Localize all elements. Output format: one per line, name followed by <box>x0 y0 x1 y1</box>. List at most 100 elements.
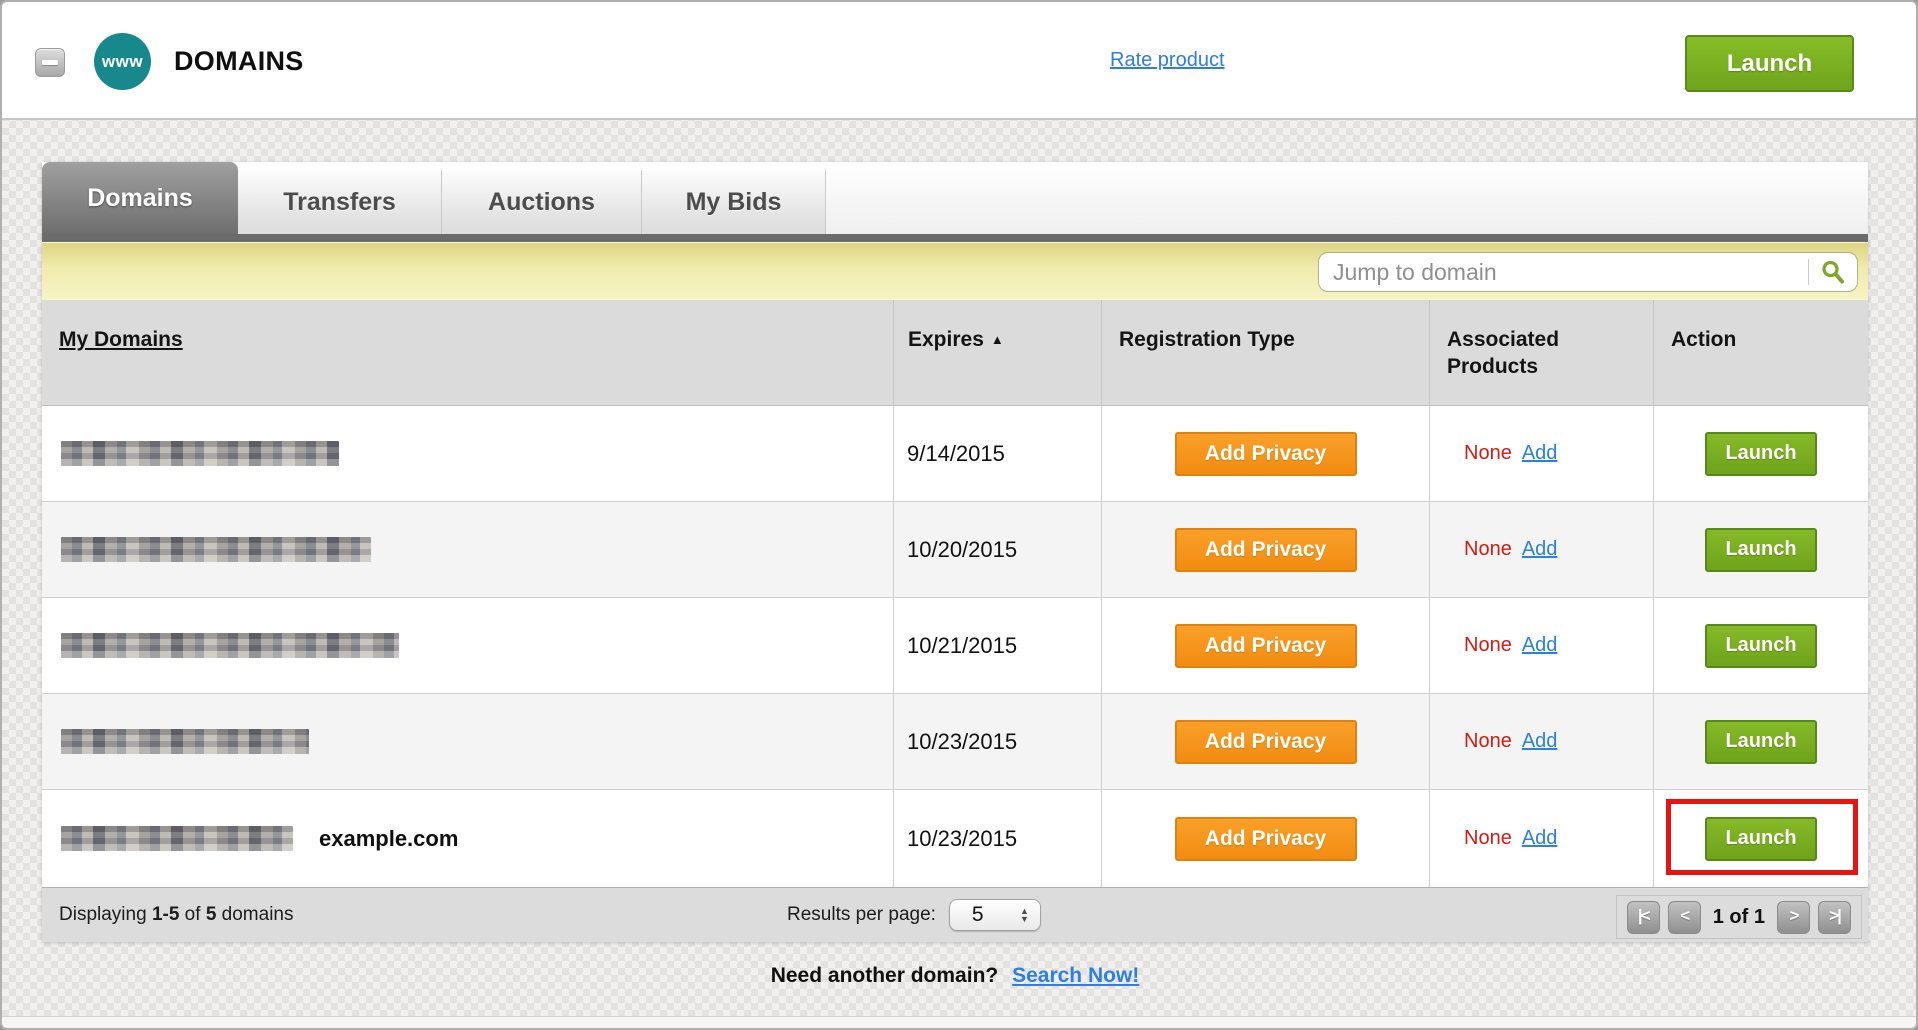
search-icon[interactable] <box>1820 259 1846 285</box>
window-bottom-edge <box>2 1016 1916 1028</box>
domains-product-icon: www <box>94 33 151 90</box>
range-count: 1-5 <box>151 904 180 925</box>
registration-cell: Add Privacy <box>1101 694 1429 789</box>
associated-cell: None Add <box>1429 406 1653 501</box>
associated-cell: None Add <box>1429 694 1653 789</box>
minus-icon <box>42 60 58 65</box>
redacted-domain-name <box>61 441 339 466</box>
action-cell: Launch <box>1653 598 1868 693</box>
results-per-page-select[interactable]: 5 ▲ ▼ <box>948 899 1041 931</box>
tab-transfers[interactable]: Transfers <box>238 170 442 234</box>
table-row: 10/23/2015 Add Privacy None Add Launch <box>42 694 1868 790</box>
table-body: 9/14/2015 Add Privacy None Add Launch 10… <box>42 406 1868 887</box>
associated-none-label: None <box>1464 538 1512 560</box>
column-expires[interactable]: Expires ▲ <box>893 300 1101 405</box>
previous-page-button[interactable]: < <box>1667 900 1701 934</box>
tab-bar-divider <box>42 234 1868 242</box>
registration-cell: Add Privacy <box>1101 406 1429 501</box>
redacted-domain-name <box>61 633 399 658</box>
domain-cell: example.com <box>42 790 893 887</box>
jump-to-domain-box <box>1318 252 1858 292</box>
first-page-button[interactable]: |< <box>1626 900 1660 934</box>
brand-www-text: www <box>101 51 144 71</box>
add-privacy-button[interactable]: Add Privacy <box>1174 816 1357 861</box>
associated-cell: None Add <box>1429 598 1653 693</box>
expires-cell: 10/23/2015 <box>893 790 1101 887</box>
associated-add-link[interactable]: Add <box>1521 730 1558 752</box>
column-associated-products: Associated Products <box>1429 300 1653 405</box>
need-domain-prompt: Need another domain? <box>770 964 999 987</box>
pagination: |< < 1 of 1 > >| <box>1615 895 1862 939</box>
column-my-domains[interactable]: My Domains <box>59 328 183 351</box>
launch-button[interactable]: Launch <box>1705 623 1817 668</box>
expires-cell: 10/23/2015 <box>893 694 1101 789</box>
displaying-summary: Displaying 1-5 of 5 domains <box>59 904 294 925</box>
launch-button[interactable]: Launch <box>1705 527 1817 572</box>
associated-add-link[interactable]: Add <box>1521 634 1558 656</box>
sort-ascending-icon: ▲ <box>990 332 1004 347</box>
add-privacy-button[interactable]: Add Privacy <box>1174 719 1357 764</box>
page-title: DOMAINS <box>174 45 304 76</box>
launch-button-highlighted[interactable]: Launch <box>1705 816 1817 861</box>
expires-cell: 10/21/2015 <box>893 598 1101 693</box>
tab-my-bids[interactable]: My Bids <box>642 170 826 234</box>
domain-cell <box>42 694 893 789</box>
total-count: 5 <box>205 904 217 925</box>
launch-button-header[interactable]: Launch <box>1685 35 1854 92</box>
results-per-page-label: Results per page: <box>787 904 936 925</box>
add-privacy-button[interactable]: Add Privacy <box>1174 623 1357 668</box>
associated-add-link[interactable]: Add <box>1521 442 1558 464</box>
table-row-example: example.com 10/23/2015 Add Privacy None … <box>42 790 1868 887</box>
domain-cell <box>42 406 893 501</box>
launch-button[interactable]: Launch <box>1705 719 1817 764</box>
table-row: 9/14/2015 Add Privacy None Add Launch <box>42 406 1868 502</box>
redacted-domain-name <box>61 537 371 562</box>
tab-bar: Domains Transfers Auctions My Bids <box>42 162 1868 234</box>
expires-cell: 9/14/2015 <box>893 406 1101 501</box>
select-stepper-icon: ▲ ▼ <box>1020 906 1029 924</box>
redacted-domain-name <box>61 826 293 851</box>
rate-product-link[interactable]: Rate product <box>1110 49 1225 71</box>
action-cell: Launch <box>1653 406 1868 501</box>
associated-cell: None Add <box>1429 502 1653 597</box>
domain-annotation: example.com <box>319 825 459 851</box>
add-privacy-button[interactable]: Add Privacy <box>1174 431 1357 476</box>
page-indicator: 1 of 1 <box>1712 905 1765 928</box>
expires-cell: 10/20/2015 <box>893 502 1101 597</box>
action-cell: Launch <box>1653 502 1868 597</box>
registration-cell: Add Privacy <box>1101 790 1429 887</box>
action-cell: Launch <box>1653 694 1868 789</box>
collapse-button[interactable] <box>35 48 65 77</box>
search-now-link[interactable]: Search Now! <box>1012 964 1140 987</box>
associated-none-label: None <box>1464 827 1512 849</box>
column-registration-type: Registration Type <box>1101 300 1429 405</box>
action-cell: Launch <box>1653 790 1868 887</box>
registration-cell: Add Privacy <box>1101 502 1429 597</box>
table-row: 10/20/2015 Add Privacy None Add Launch <box>42 502 1868 598</box>
add-privacy-button[interactable]: Add Privacy <box>1174 527 1357 572</box>
next-page-button[interactable]: > <box>1777 900 1810 934</box>
product-header: www DOMAINS Rate product Launch <box>2 2 1916 120</box>
associated-cell: None Add <box>1429 790 1653 887</box>
highlight-annotation-box <box>1666 799 1858 875</box>
associated-add-link[interactable]: Add <box>1521 538 1558 560</box>
launch-button[interactable]: Launch <box>1705 431 1817 476</box>
need-domain-note: Need another domain? Search Now! <box>42 964 1868 988</box>
associated-none-label: None <box>1464 442 1512 464</box>
table-header: My Domains Expires ▲ Registration Type As… <box>42 300 1868 406</box>
associated-add-link[interactable]: Add <box>1521 827 1558 849</box>
jump-to-domain-input[interactable] <box>1319 258 1808 286</box>
results-per-page-value: 5 <box>971 903 984 926</box>
table-row: 10/21/2015 Add Privacy None Add Launch <box>42 598 1868 694</box>
tab-auctions[interactable]: Auctions <box>442 170 642 234</box>
tab-domains[interactable]: Domains <box>42 162 238 234</box>
domain-cell <box>42 598 893 693</box>
results-per-page: Results per page: 5 ▲ ▼ <box>787 888 1041 942</box>
associated-none-label: None <box>1464 634 1512 656</box>
last-page-button[interactable]: >| <box>1818 900 1851 934</box>
registration-cell: Add Privacy <box>1101 598 1429 693</box>
search-divider <box>1808 259 1809 285</box>
table-footer: Displaying 1-5 of 5 domains Results per … <box>42 887 1868 942</box>
column-action: Action <box>1653 300 1868 405</box>
